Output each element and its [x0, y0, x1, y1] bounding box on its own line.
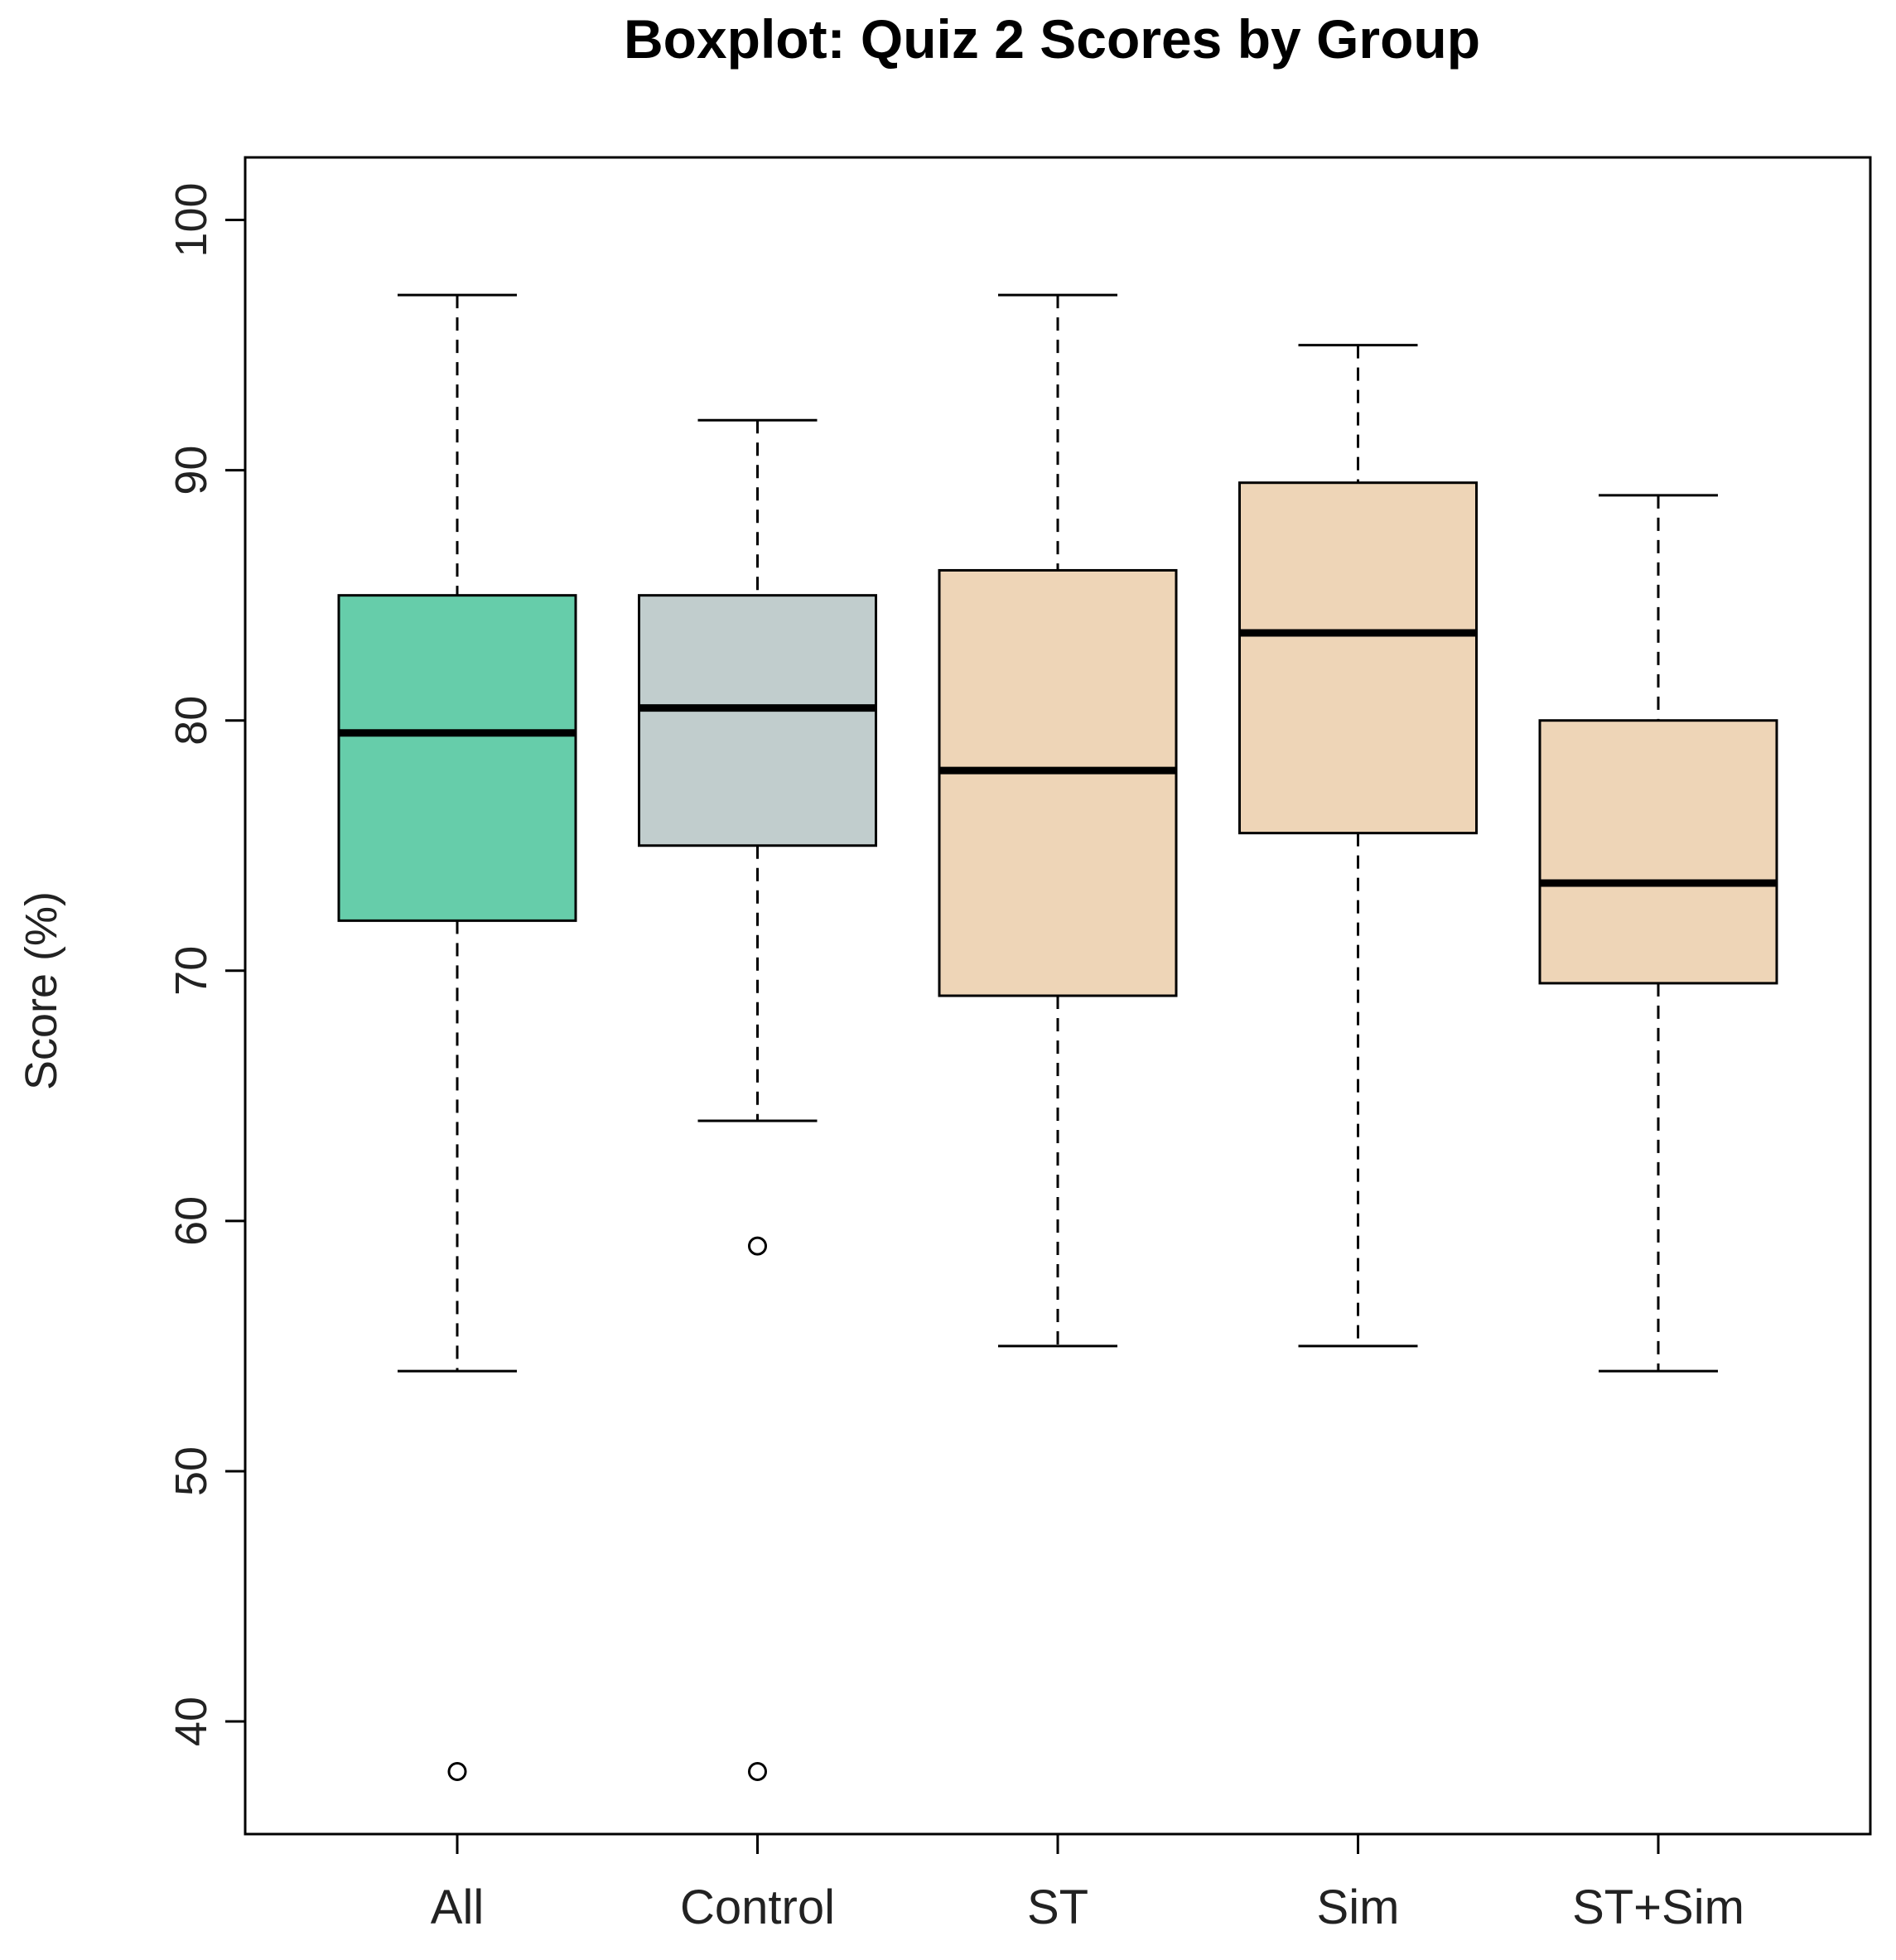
box-st-sim [1538, 719, 1778, 985]
chart-title: Boxplot: Quiz 2 Scores by Group [624, 8, 1480, 70]
plot-area: 40 50 60 70 80 90 100 All Control ST Sim ST+Sim [166, 156, 1872, 1934]
x-tick-label-control: Control [680, 1880, 835, 1934]
y-tick-label: 40 [166, 1697, 216, 1746]
y-tick-label: 50 [166, 1446, 216, 1496]
y-tick-label: 70 [166, 946, 216, 996]
x-tick-label-sim: Sim [1317, 1880, 1400, 1934]
y-tick-label: 80 [166, 696, 216, 746]
outlier-point-control [748, 1236, 767, 1256]
y-axis-label: Score (%) [17, 891, 66, 1090]
x-tick-label-st: ST [1027, 1880, 1088, 1934]
y-tick-label: 60 [166, 1196, 216, 1246]
box-all [337, 594, 577, 922]
y-tick-label: 90 [166, 446, 216, 495]
outlier-point-control [748, 1761, 767, 1781]
outlier-point-all [447, 1761, 467, 1781]
box-st [938, 568, 1178, 997]
x-tick-label-st-sim: ST+Sim [1572, 1880, 1744, 1934]
box-sim [1238, 481, 1478, 835]
box-control [638, 594, 877, 847]
x-tick-label-all: All [431, 1880, 484, 1934]
y-tick-label: 100 [166, 182, 216, 257]
